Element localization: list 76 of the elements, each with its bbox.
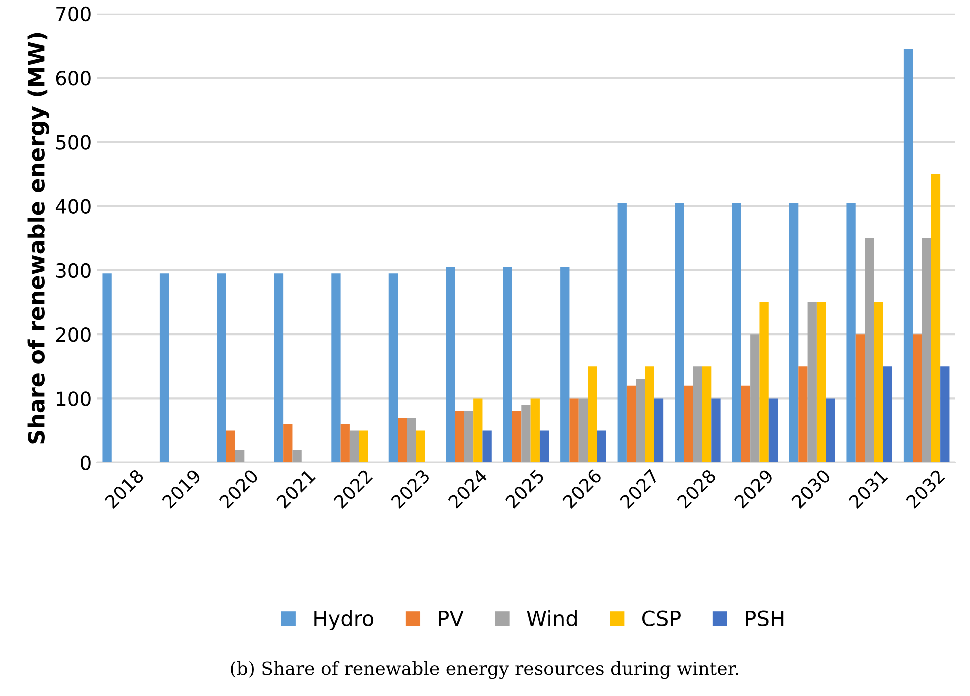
bar [865,238,874,463]
bar [940,366,950,463]
bar [217,274,226,463]
legend-label: Hydro [314,610,374,631]
bar [597,430,606,463]
bar [789,203,799,463]
bar [540,430,550,463]
bar [474,398,483,463]
bar [618,203,627,463]
y-tick-label: 400 [56,199,91,214]
bar [712,398,721,463]
y-tick-label: 500 [56,135,91,150]
bar [446,267,456,463]
bar [482,430,492,463]
bar [464,412,474,463]
bar [284,424,293,463]
bar [684,386,694,463]
bar [883,366,892,463]
y-axis-title: Share of renewable energy (MW) [28,33,50,444]
bar [626,386,636,463]
bar [760,302,769,463]
bar [407,418,416,463]
bar [530,398,540,463]
bar [636,379,646,463]
bar [846,203,856,463]
bar [922,238,932,463]
bar [675,203,684,463]
bar [768,398,778,463]
y-tick-label: 100 [57,392,91,406]
bar [160,274,170,463]
bar [398,418,408,463]
bar [503,267,512,463]
bar [359,430,368,463]
legend-label: CSP [642,610,681,626]
bar [750,334,760,463]
bar [512,412,522,463]
bar [808,302,817,463]
bar [645,366,654,463]
y-tick-label: 0 [81,456,91,471]
bar [816,302,826,463]
text: (b) Share of renewable energy resources during winter. [231,661,739,680]
bar [570,398,579,463]
bar [702,366,712,463]
bar [826,398,836,463]
bar [292,450,302,463]
bar [693,366,702,463]
bar [560,267,570,463]
y-tick-label: 200 [56,328,91,342]
bar [654,398,664,463]
bar [904,49,914,463]
bar [856,334,866,463]
bar [732,203,742,463]
bar [235,450,245,463]
bar [416,430,426,463]
bar [931,174,941,463]
y-tick-label: 700 [56,6,91,22]
bar [741,386,751,463]
bar [455,412,464,463]
legend-label: Wind [527,610,577,626]
bar [578,398,588,463]
legend-label: PV [439,610,464,626]
bar [332,274,341,463]
bar [226,430,236,463]
bar [798,366,808,463]
bar [274,274,284,463]
y-tick-label: 600 [56,71,91,86]
bar [588,366,598,463]
bar [388,274,398,463]
legend-label: PSH [746,610,784,626]
y-tick-label: 300 [56,263,91,278]
bar [102,274,112,463]
bar [350,430,360,463]
bar [340,424,350,463]
bar [522,405,531,463]
bar [913,334,922,463]
bar [874,302,884,463]
